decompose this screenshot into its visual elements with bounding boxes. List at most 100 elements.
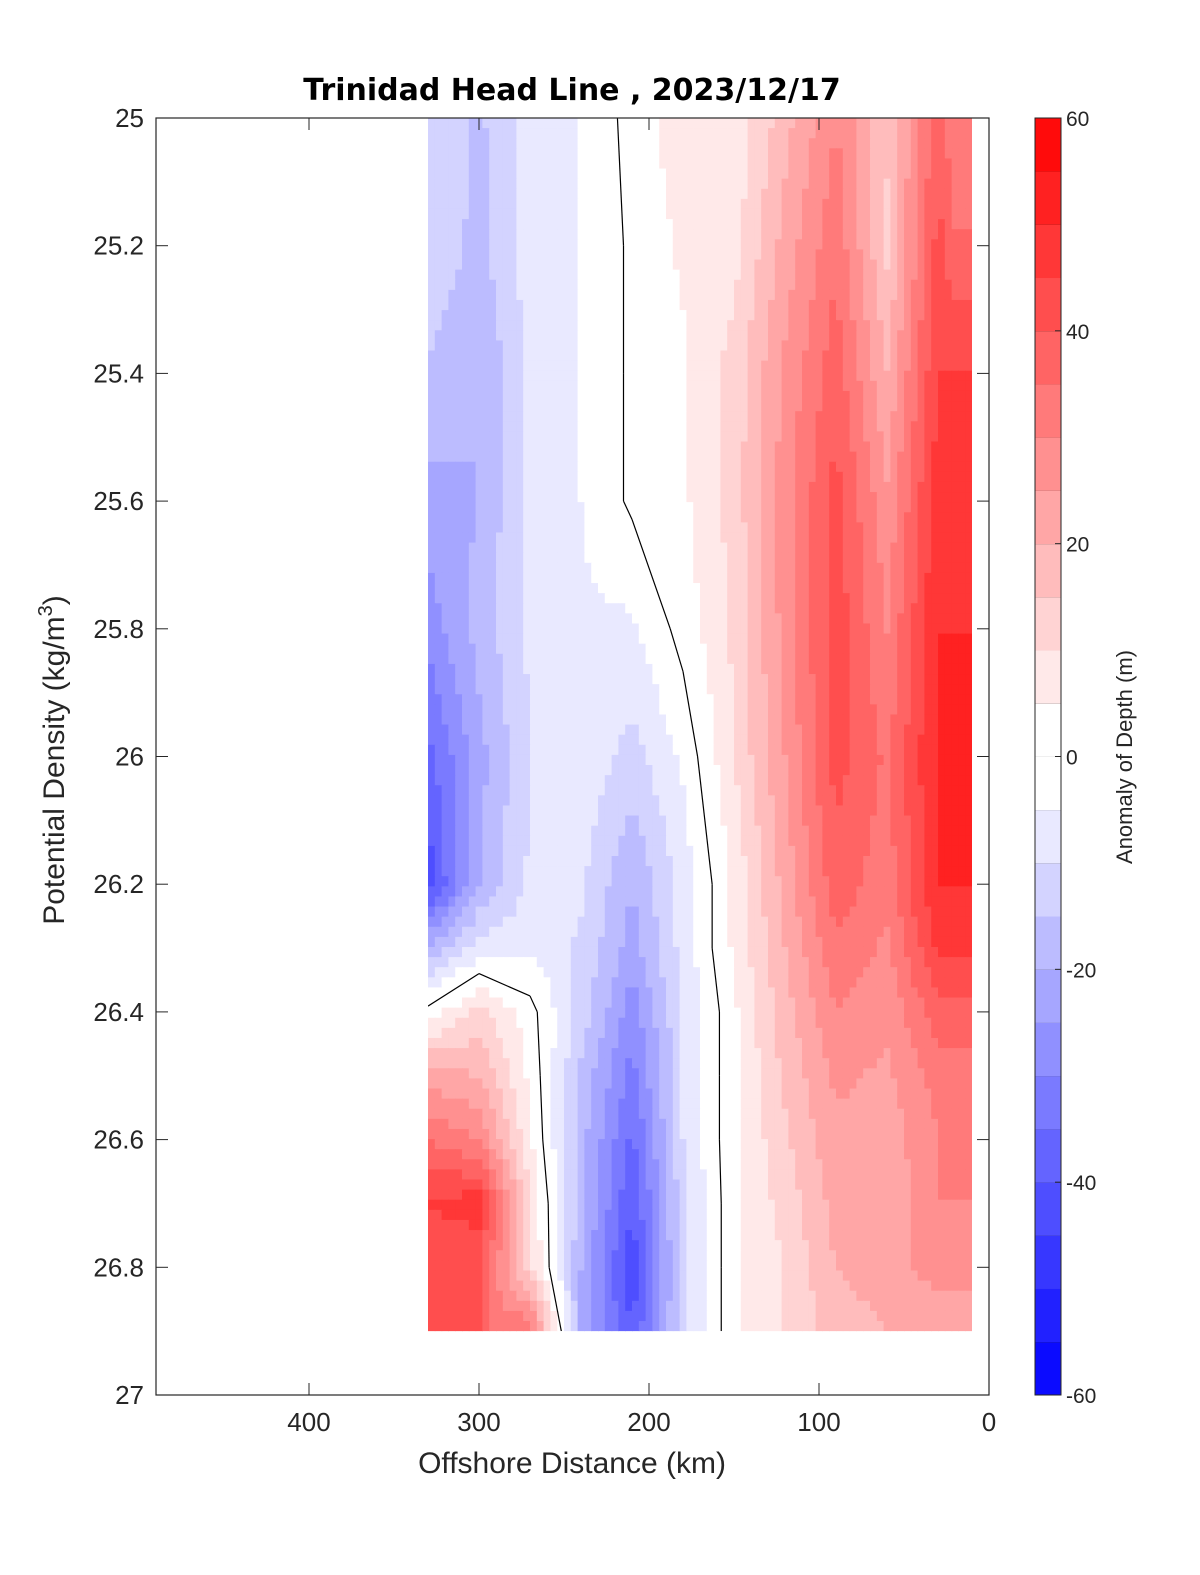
heatmap-cell — [740, 198, 749, 210]
heatmap-cell — [543, 704, 551, 716]
heatmap-cell — [666, 714, 674, 726]
heatmap-cell — [530, 340, 538, 352]
heatmap-cell — [754, 461, 762, 473]
heatmap-cell — [897, 360, 905, 372]
heatmap-cell — [836, 583, 844, 594]
heatmap-cell — [468, 330, 477, 342]
heatmap-cell — [482, 198, 490, 210]
heatmap-cell — [727, 128, 735, 139]
heatmap-cell — [598, 188, 606, 200]
heatmap-cell — [734, 532, 742, 544]
heatmap-cell — [761, 684, 769, 695]
heatmap-cell — [890, 704, 898, 716]
heatmap-cell — [475, 421, 483, 432]
heatmap-cell — [591, 451, 599, 463]
heatmap-cell — [931, 360, 939, 372]
heatmap-cell — [455, 421, 463, 432]
heatmap-cell — [536, 168, 545, 180]
heatmap-cell — [645, 694, 653, 705]
heatmap-cell — [774, 380, 783, 392]
heatmap-cell — [788, 461, 796, 473]
heatmap-cell — [734, 502, 742, 513]
heatmap-cell — [462, 138, 470, 149]
heatmap-cell — [700, 441, 708, 453]
heatmap-cell — [924, 714, 932, 726]
heatmap-cell — [516, 198, 524, 210]
heatmap-cell — [659, 633, 667, 645]
heatmap-cell — [788, 734, 796, 746]
heatmap-cell — [550, 502, 558, 513]
heatmap-cell — [917, 259, 925, 271]
heatmap-cell — [802, 552, 810, 564]
heatmap-cell — [802, 198, 810, 210]
heatmap-cell — [482, 714, 490, 726]
heatmap-cell — [434, 714, 443, 726]
heatmap-cell — [870, 441, 878, 453]
heatmap-cell — [530, 269, 538, 281]
heatmap-cell — [448, 542, 456, 554]
heatmap-cell — [652, 714, 660, 726]
heatmap-cell — [550, 289, 558, 301]
heatmap-cell — [768, 674, 776, 685]
heatmap-cell — [822, 734, 830, 746]
heatmap-cell — [666, 310, 674, 321]
heatmap-cell — [781, 552, 789, 564]
heatmap-cell — [428, 158, 436, 170]
heatmap-cell — [802, 613, 810, 625]
heatmap-cell — [849, 734, 857, 746]
heatmap-cell — [754, 653, 762, 665]
heatmap-cell — [448, 289, 456, 301]
heatmap-cell — [530, 380, 538, 392]
heatmap-cell — [632, 411, 640, 422]
heatmap-cell — [897, 512, 905, 523]
heatmap-cell — [781, 350, 789, 362]
heatmap-cell — [591, 350, 599, 362]
heatmap-cell — [768, 330, 776, 342]
heatmap-cell — [951, 118, 959, 129]
heatmap-cell — [815, 219, 823, 230]
heatmap-cell — [693, 674, 701, 685]
heatmap-cell — [924, 310, 932, 321]
heatmap-cell — [625, 188, 633, 200]
heatmap-cell — [570, 269, 579, 281]
heatmap-cell — [795, 269, 803, 281]
heatmap-cell — [632, 310, 640, 321]
heatmap-cell — [550, 532, 558, 544]
heatmap-cell — [734, 653, 742, 665]
heatmap-cell — [883, 178, 891, 190]
heatmap-cell — [468, 128, 477, 139]
heatmap-cell — [666, 208, 674, 220]
heatmap-cell — [462, 734, 470, 746]
heatmap-cell — [543, 128, 551, 139]
heatmap-cell — [516, 653, 524, 665]
heatmap-cell — [611, 562, 619, 574]
heatmap-cell — [883, 259, 891, 271]
heatmap-cell — [645, 390, 653, 402]
heatmap-cell — [747, 471, 755, 483]
heatmap-cell — [632, 694, 640, 705]
heatmap-cell — [795, 148, 803, 160]
heatmap-cell — [910, 613, 919, 625]
heatmap-cell — [951, 168, 959, 180]
heatmap-cell — [638, 370, 647, 382]
heatmap-cell — [829, 613, 837, 625]
heatmap-cell — [883, 532, 891, 544]
heatmap-cell — [870, 370, 878, 382]
heatmap-cell — [890, 734, 898, 746]
heatmap-cell — [706, 481, 715, 493]
heatmap-cell — [611, 330, 619, 342]
heatmap-cell — [856, 643, 864, 655]
heatmap-cell — [924, 320, 932, 331]
heatmap-cell — [849, 208, 857, 220]
heatmap-cell — [795, 118, 803, 129]
heatmap-cell — [713, 158, 721, 170]
heatmap-cell — [754, 562, 762, 574]
heatmap-cell — [904, 431, 912, 443]
heatmap-cell — [910, 734, 919, 746]
heatmap-cell — [958, 643, 966, 655]
heatmap-cell — [638, 390, 647, 402]
heatmap-cell — [958, 633, 966, 645]
heatmap-cell — [890, 674, 898, 685]
heatmap-cell — [713, 562, 721, 574]
heatmap-cell — [441, 744, 449, 756]
